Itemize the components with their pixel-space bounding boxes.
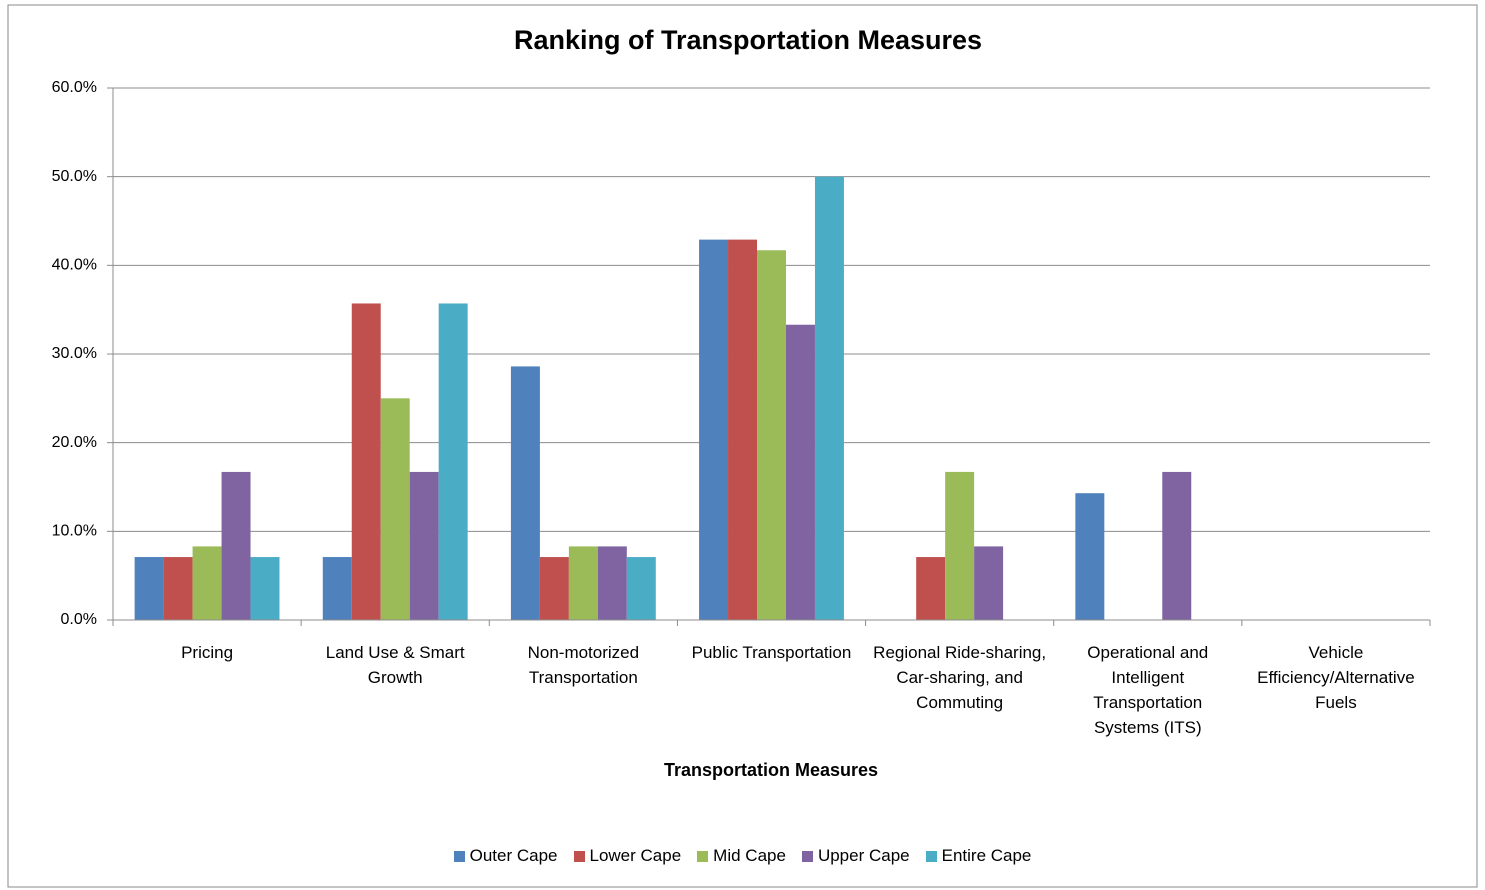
legend-label: Upper Cape [817, 846, 910, 865]
x-tick-label: Land Use & Smart Growth [325, 643, 465, 687]
y-tick-label: 30.0% [52, 345, 97, 362]
legend-swatch [573, 850, 585, 862]
bar [380, 398, 410, 620]
bar [597, 546, 627, 620]
x-tick-label: Non-motorized Transportation [527, 643, 640, 687]
legend-label: Lower Cape [589, 846, 682, 865]
y-tick-label: 60.0% [52, 79, 97, 96]
bar [192, 546, 222, 620]
legend-label: Mid Cape [713, 846, 786, 865]
x-axis-title: Transportation Measures [664, 760, 878, 780]
y-tick-label: 50.0% [52, 168, 97, 185]
x-tick-label: Public Transportation [691, 643, 852, 662]
x-tick-label: Regional Ride-sharing, Car-sharing, and … [873, 643, 1047, 712]
bar [409, 471, 439, 620]
bar [351, 303, 381, 620]
bar [814, 176, 844, 620]
bar [134, 557, 164, 620]
legend-item: Lower Cape [573, 846, 682, 866]
x-tick-label: Vehicle Efficiency/Alternative Fuels [1257, 643, 1415, 712]
legend-label: Outer Cape [469, 846, 558, 865]
legend-item: Mid Cape [697, 846, 786, 866]
chart-border [7, 4, 1478, 888]
bar [221, 471, 251, 620]
x-tick-label: Operational and Intelligent Transportati… [1087, 643, 1209, 737]
legend-item: Entire Cape [925, 846, 1032, 866]
bar [539, 557, 569, 620]
bar [974, 546, 1004, 620]
x-tick-label: Pricing [181, 643, 234, 662]
bar [699, 239, 729, 620]
legend-item: Upper Cape [801, 846, 910, 866]
bar [728, 239, 758, 620]
bar [626, 557, 656, 620]
y-tick-label: 0.0% [61, 611, 97, 628]
bar [438, 303, 468, 620]
bar [916, 557, 946, 620]
bar [1162, 471, 1192, 620]
y-tick-label: 10.0% [52, 523, 97, 540]
bar [322, 557, 352, 620]
chart-title: Ranking of Transportation Measures [514, 25, 982, 55]
legend-swatch [801, 850, 813, 862]
bar [568, 546, 598, 620]
bar [757, 250, 786, 620]
legend: Outer Cape Lower Cape Mid Cape Upper Cape En… [0, 846, 1485, 866]
bar [945, 471, 975, 620]
legend-swatch [697, 850, 709, 862]
y-tick-label: 40.0% [52, 257, 97, 274]
legend-label: Entire Cape [941, 846, 1032, 865]
bar [785, 324, 815, 620]
legend-swatch [453, 850, 465, 862]
bar [510, 366, 540, 620]
bar [163, 557, 193, 620]
bar [1075, 493, 1105, 620]
legend-swatch [925, 850, 937, 862]
legend-item: Outer Cape [453, 846, 558, 866]
y-tick-label: 20.0% [52, 434, 97, 451]
bar [250, 557, 280, 620]
